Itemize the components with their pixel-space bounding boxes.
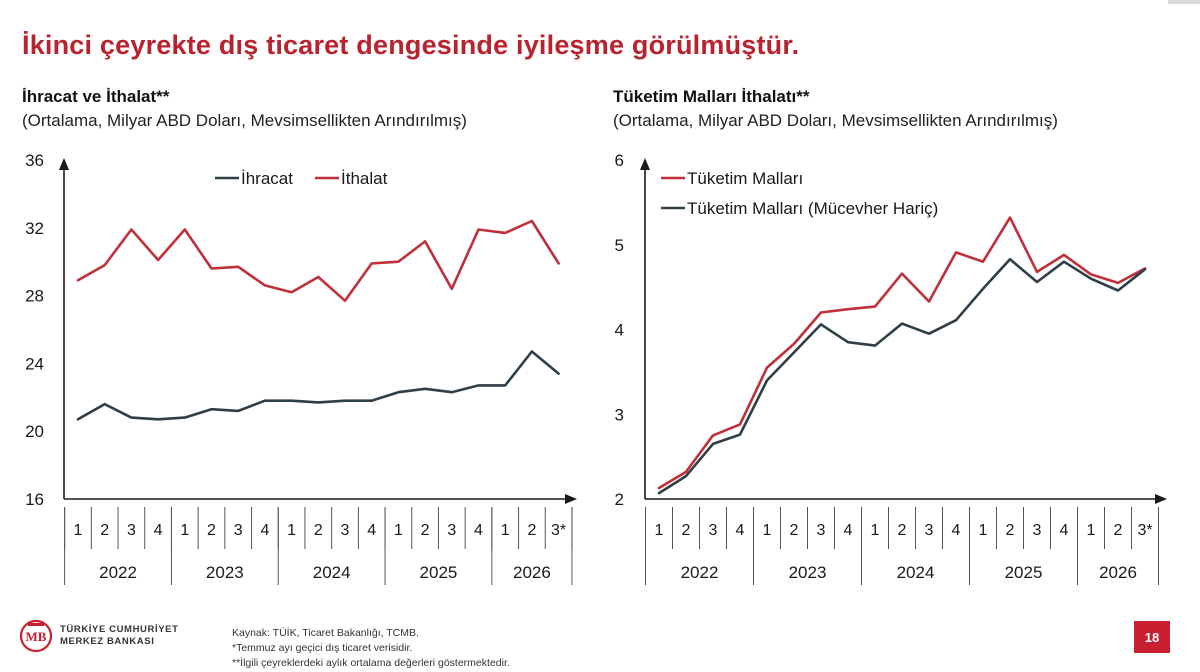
page-number-badge: 18 [1134, 621, 1170, 653]
left-x-tick-label: 4 [154, 522, 163, 539]
right-series-line-2 [657, 257, 1147, 495]
left-x-tick-label: 4 [474, 522, 483, 539]
right-year-label: 2023 [789, 563, 827, 582]
right-year-label: 2026 [1099, 563, 1137, 582]
left-x-axis-arrow [565, 494, 577, 504]
right-y-tick-label: 6 [615, 151, 624, 170]
right-year-label: 2025 [1005, 563, 1043, 582]
right-series-line-1 [657, 216, 1147, 490]
left-y-tick-label: 28 [25, 287, 44, 306]
right-x-tick-label: 1 [979, 522, 988, 539]
right-x-axis-arrow [1155, 494, 1167, 504]
source-line: Kaynak: TÜİK, Ticaret Bakanlığı, TCMB. [232, 627, 419, 639]
right-y-axis-arrow [640, 158, 650, 170]
left-y-tick-label: 32 [25, 219, 44, 238]
right-x-tick-label: 4 [844, 522, 853, 539]
right-x-tick-label: 1 [763, 522, 772, 539]
left-x-tick-label: 1 [394, 522, 403, 539]
left-x-tick-label: 2 [100, 522, 109, 539]
left-year-label: 2026 [513, 563, 551, 582]
left-x-tick-label: 4 [367, 522, 376, 539]
left-x-tick-label: 2 [314, 522, 323, 539]
left-x-tick-label: 3 [447, 522, 456, 539]
left-x-tick-label: 3 [341, 522, 350, 539]
right-y-tick-label: 5 [615, 236, 624, 255]
left-x-tick-label: 1 [74, 522, 83, 539]
left-x-tick-label: 3 [234, 522, 243, 539]
left-x-tick-label: 2 [207, 522, 216, 539]
right-x-tick-label: 3 [709, 522, 718, 539]
left-year-label: 2024 [313, 563, 351, 582]
left-x-tick-label: 4 [260, 522, 269, 539]
right-x-tick-label: 4 [952, 522, 961, 539]
right-x-tick-label: 1 [1087, 522, 1096, 539]
left-y-tick-label: 20 [25, 422, 44, 441]
source-notes: Kaynak: TÜİK, Ticaret Bakanlığı, TCMB. *… [232, 626, 510, 671]
org-name-line1: TÜRKİYE CUMHURİYET [60, 624, 179, 635]
footnote-1: *Temmuz ayı geçici dış ticaret verisidir… [232, 642, 413, 654]
corner-decoration [1168, 0, 1200, 4]
right-x-tick-label: 3* [1137, 522, 1152, 539]
left-chart-title: İhracat ve İthalat** [22, 87, 170, 106]
right-y-tick-label: 4 [615, 321, 624, 340]
right-y-tick-label: 3 [615, 405, 624, 424]
left-x-tick-label: 2 [421, 522, 430, 539]
right-x-tick-label: 3 [1033, 522, 1042, 539]
left-series-line-2 [76, 219, 560, 303]
right-x-tick-label: 2 [1114, 522, 1123, 539]
right-year-label: 2022 [681, 563, 719, 582]
left-chart-subtitle: (Ortalama, Milyar ABD Doları, Mevsimsell… [22, 111, 467, 130]
slide-title: İkinci çeyrekte dış ticaret dengesinde i… [22, 30, 800, 60]
org-name-line2: MERKEZ BANKASI [60, 636, 155, 647]
right-x-tick-label: 4 [736, 522, 745, 539]
right-legend-label: Tüketim Malları [687, 169, 803, 188]
right-legend-label: Tüketim Malları (Mücevher Hariç) [687, 199, 938, 218]
right-x-tick-label: 2 [1006, 522, 1015, 539]
left-y-axis-arrow [59, 158, 69, 170]
left-year-label: 2023 [206, 563, 244, 582]
left-x-tick-label: 1 [287, 522, 296, 539]
left-year-label: 2022 [99, 563, 137, 582]
right-x-tick-label: 1 [871, 522, 880, 539]
right-x-tick-label: 2 [790, 522, 799, 539]
left-legend-label: İhracat [241, 169, 293, 188]
footnote-2: **İlgili çeyreklerdeki aylık ortalama de… [232, 657, 510, 669]
left-series-line-1 [76, 350, 560, 421]
tcmb-logo: MB TÜRKİYE CUMHURİYET MERKEZ BANKASI [18, 618, 178, 654]
left-legend-label: İthalat [341, 169, 388, 188]
svg-text:MB: MB [26, 629, 47, 644]
right-x-tick-label: 1 [655, 522, 664, 539]
left-y-tick-label: 24 [25, 354, 44, 373]
right-x-tick-label: 2 [898, 522, 907, 539]
left-y-tick-label: 16 [25, 490, 44, 509]
right-x-tick-label: 4 [1060, 522, 1069, 539]
right-y-tick-label: 2 [615, 490, 624, 509]
left-x-tick-label: 2 [527, 522, 536, 539]
right-chart-title: Tüketim Malları İthalatı** [613, 87, 810, 106]
right-x-tick-label: 2 [682, 522, 691, 539]
left-x-tick-label: 3* [551, 522, 566, 539]
right-year-label: 2024 [897, 563, 935, 582]
left-y-tick-label: 36 [25, 151, 44, 170]
right-chart-subtitle: (Ortalama, Milyar ABD Doları, Mevsimsell… [613, 111, 1058, 130]
left-x-tick-label: 1 [501, 522, 510, 539]
left-year-label: 2025 [420, 563, 458, 582]
right-x-tick-label: 3 [817, 522, 826, 539]
left-x-tick-label: 1 [180, 522, 189, 539]
left-x-tick-label: 3 [127, 522, 136, 539]
right-x-tick-label: 3 [925, 522, 934, 539]
tcmb-emblem-icon: MB [19, 619, 53, 653]
